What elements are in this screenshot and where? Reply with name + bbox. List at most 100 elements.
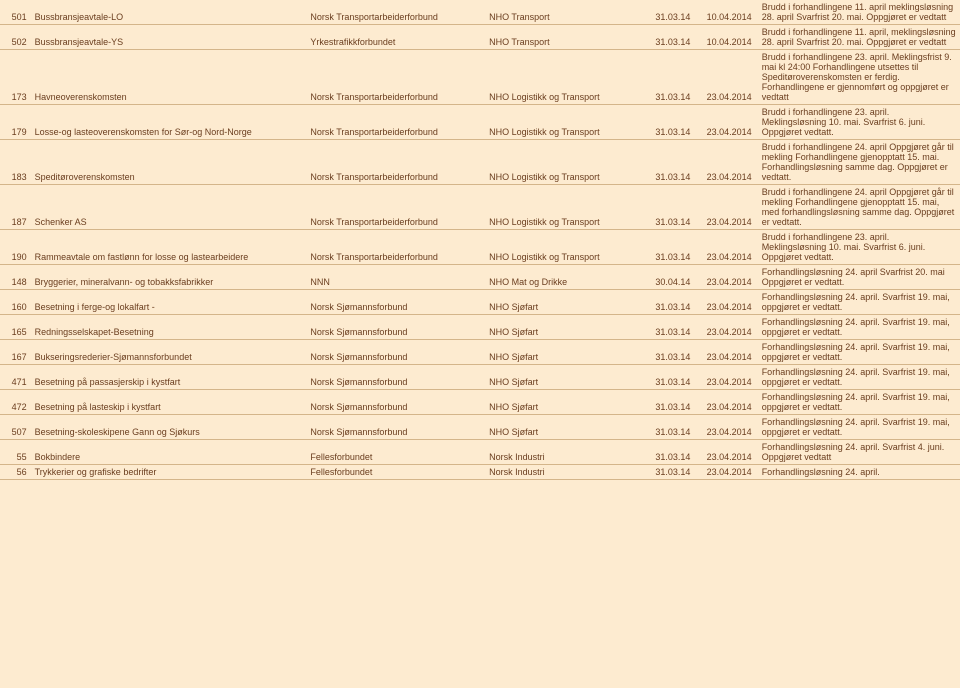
date1-cell: 31.03.14: [638, 290, 694, 315]
date2-cell: 10.04.2014: [694, 25, 755, 50]
table-row: 190Rammeavtale om fastlønn for losse og …: [0, 230, 960, 265]
id-cell: 502: [0, 25, 31, 50]
union-cell: Norsk Sjømannsforbund: [306, 365, 485, 390]
union-cell: Norsk Transportarbeiderforbund: [306, 50, 485, 105]
status-text-cell: Brudd i forhandlingene 11. april mekling…: [756, 0, 960, 25]
status-text-cell: Brudd i forhandlingene 24. april Oppgjør…: [756, 140, 960, 185]
union-cell: Norsk Transportarbeiderforbund: [306, 140, 485, 185]
id-cell: 472: [0, 390, 31, 415]
agreements-table: 501Bussbransjeavtale-LONorsk Transportar…: [0, 0, 960, 480]
name-cell: Besetning-skoleskipene Gann og Sjøkurs: [31, 415, 307, 440]
id-cell: 148: [0, 265, 31, 290]
association-cell: NHO Sjøfart: [485, 365, 638, 390]
table-row: 507Besetning-skoleskipene Gann og Sjøkur…: [0, 415, 960, 440]
status-text-cell: Brudd i forhandlingene 23. april. Meklin…: [756, 230, 960, 265]
date1-cell: 31.03.14: [638, 390, 694, 415]
association-cell: NHO Logistikk og Transport: [485, 185, 638, 230]
name-cell: Besetning på lasteskip i kystfart: [31, 390, 307, 415]
union-cell: Norsk Sjømannsforbund: [306, 290, 485, 315]
id-cell: 501: [0, 0, 31, 25]
union-cell: Norsk Transportarbeiderforbund: [306, 105, 485, 140]
date2-cell: 23.04.2014: [694, 185, 755, 230]
table-row: 173HavneoverenskomstenNorsk Transportarb…: [0, 50, 960, 105]
status-text-cell: Forhandlingsløsning 24. april. Svarfrist…: [756, 415, 960, 440]
association-cell: NHO Mat og Drikke: [485, 265, 638, 290]
association-cell: Norsk Industri: [485, 440, 638, 465]
union-cell: Fellesforbundet: [306, 465, 485, 480]
union-cell: Norsk Sjømannsforbund: [306, 390, 485, 415]
id-cell: 179: [0, 105, 31, 140]
date1-cell: 31.03.14: [638, 0, 694, 25]
association-cell: NHO Logistikk og Transport: [485, 140, 638, 185]
status-text-cell: Brudd i forhandlingene 11. april, meklin…: [756, 25, 960, 50]
union-cell: Norsk Transportarbeiderforbund: [306, 230, 485, 265]
name-cell: Trykkerier og grafiske bedrifter: [31, 465, 307, 480]
id-cell: 165: [0, 315, 31, 340]
id-cell: 56: [0, 465, 31, 480]
name-cell: Besetning i ferge-og lokalfart -: [31, 290, 307, 315]
association-cell: NHO Transport: [485, 0, 638, 25]
date2-cell: 23.04.2014: [694, 415, 755, 440]
union-cell: Norsk Sjømannsforbund: [306, 415, 485, 440]
association-cell: NHO Sjøfart: [485, 390, 638, 415]
date2-cell: 23.04.2014: [694, 365, 755, 390]
table-row: 160Besetning i ferge-og lokalfart -Norsk…: [0, 290, 960, 315]
table-row: 179Losse-og lasteoverenskomsten for Sør-…: [0, 105, 960, 140]
name-cell: Schenker AS: [31, 185, 307, 230]
association-cell: Norsk Industri: [485, 465, 638, 480]
name-cell: Bussbransjeavtale-LO: [31, 0, 307, 25]
status-text-cell: Forhandlingsløsning 24. april. Svarfrist…: [756, 340, 960, 365]
table-row: 502Bussbransjeavtale-YSYrkestrafikkforbu…: [0, 25, 960, 50]
status-text-cell: Forhandlingsløsning 24. april. Svarfrist…: [756, 290, 960, 315]
table-row: 187Schenker ASNorsk Transportarbeiderfor…: [0, 185, 960, 230]
name-cell: Bukseringsrederier-Sjømannsforbundet: [31, 340, 307, 365]
id-cell: 471: [0, 365, 31, 390]
date1-cell: 31.03.14: [638, 105, 694, 140]
name-cell: Rammeavtale om fastlønn for losse og las…: [31, 230, 307, 265]
table-row: 183SpeditøroverenskomstenNorsk Transport…: [0, 140, 960, 185]
association-cell: NHO Sjøfart: [485, 340, 638, 365]
date2-cell: 23.04.2014: [694, 390, 755, 415]
status-text-cell: Brudd i forhandlingene 23. april. Meklin…: [756, 105, 960, 140]
date1-cell: 31.03.14: [638, 440, 694, 465]
association-cell: NHO Transport: [485, 25, 638, 50]
table-row: 148Bryggerier, mineralvann- og tobakksfa…: [0, 265, 960, 290]
date2-cell: 23.04.2014: [694, 290, 755, 315]
date2-cell: 23.04.2014: [694, 265, 755, 290]
union-cell: Yrkestrafikkforbundet: [306, 25, 485, 50]
id-cell: 173: [0, 50, 31, 105]
association-cell: NHO Logistikk og Transport: [485, 230, 638, 265]
name-cell: Losse-og lasteoverenskomsten for Sør-og …: [31, 105, 307, 140]
table-row: 55BokbindereFellesforbundetNorsk Industr…: [0, 440, 960, 465]
table-row: 472Besetning på lasteskip i kystfartNors…: [0, 390, 960, 415]
id-cell: 190: [0, 230, 31, 265]
status-text-cell: Forhandlingsløsning 24. april. Svarfrist…: [756, 365, 960, 390]
union-cell: Norsk Transportarbeiderforbund: [306, 0, 485, 25]
status-text-cell: Brudd i forhandlingene 24. april Oppgjør…: [756, 185, 960, 230]
association-cell: NHO Logistikk og Transport: [485, 50, 638, 105]
date2-cell: 23.04.2014: [694, 230, 755, 265]
status-text-cell: Forhandlingsløsning 24. april. Svarfrist…: [756, 390, 960, 415]
date1-cell: 30.04.14: [638, 265, 694, 290]
name-cell: Redningsselskapet-Besetning: [31, 315, 307, 340]
date1-cell: 31.03.14: [638, 315, 694, 340]
date1-cell: 31.03.14: [638, 50, 694, 105]
name-cell: Havneoverenskomsten: [31, 50, 307, 105]
status-text-cell: Forhandlingsløsning 24. april.: [756, 465, 960, 480]
union-cell: Norsk Sjømannsforbund: [306, 315, 485, 340]
table-row: 471Besetning på passasjerskip i kystfart…: [0, 365, 960, 390]
name-cell: Speditøroverenskomsten: [31, 140, 307, 185]
association-cell: NHO Sjøfart: [485, 415, 638, 440]
id-cell: 187: [0, 185, 31, 230]
date2-cell: 23.04.2014: [694, 50, 755, 105]
date2-cell: 23.04.2014: [694, 340, 755, 365]
id-cell: 160: [0, 290, 31, 315]
date2-cell: 23.04.2014: [694, 315, 755, 340]
name-cell: Bokbindere: [31, 440, 307, 465]
union-cell: Norsk Transportarbeiderforbund: [306, 185, 485, 230]
date1-cell: 31.03.14: [638, 465, 694, 480]
table-row: 167Bukseringsrederier-SjømannsforbundetN…: [0, 340, 960, 365]
date2-cell: 23.04.2014: [694, 440, 755, 465]
date1-cell: 31.03.14: [638, 230, 694, 265]
name-cell: Besetning på passasjerskip i kystfart: [31, 365, 307, 390]
